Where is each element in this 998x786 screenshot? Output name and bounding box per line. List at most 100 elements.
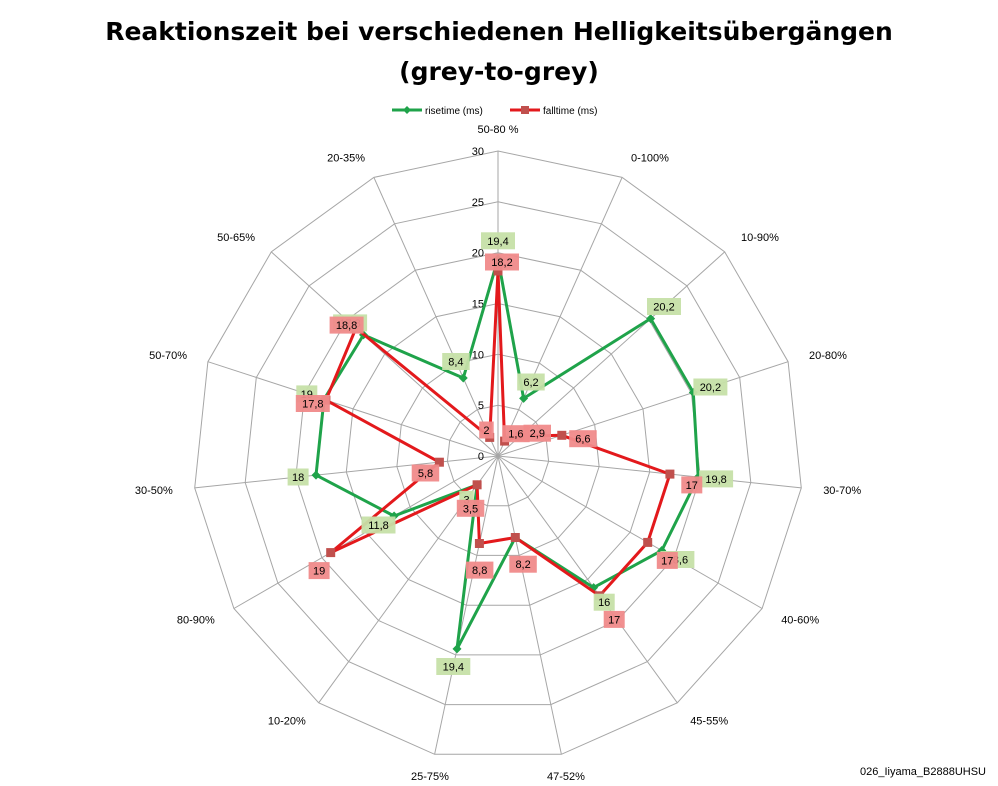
- data-label: 17: [656, 551, 678, 569]
- svg-text:8,4: 8,4: [448, 357, 463, 369]
- data-point: [472, 480, 482, 490]
- data-label: 2: [479, 421, 494, 439]
- data-point: [493, 266, 503, 276]
- category-label: 50-70%: [149, 350, 187, 362]
- data-label: 3,5: [456, 499, 485, 517]
- grid-spoke: [270, 251, 499, 457]
- data-label: 19,4: [436, 658, 471, 675]
- category-label: 10-90%: [741, 232, 779, 244]
- svg-text:18: 18: [292, 472, 304, 484]
- data-label: 6,6: [569, 430, 597, 448]
- data-label: 20,2: [693, 378, 728, 396]
- svg-text:6,6: 6,6: [575, 434, 590, 446]
- data-point: [452, 644, 462, 654]
- data-point: [643, 537, 653, 547]
- grid-ring: [345, 302, 651, 606]
- svg-text:18,8: 18,8: [336, 320, 357, 332]
- svg-text:8,2: 8,2: [515, 559, 530, 571]
- data-label: 19,8: [699, 470, 734, 488]
- svg-text:2,9: 2,9: [530, 428, 545, 440]
- data-point: [665, 469, 675, 479]
- data-point: [458, 373, 468, 383]
- data-label: 6,2: [517, 373, 545, 391]
- data-label: 8,2: [509, 555, 537, 573]
- data-label: 20,2: [647, 298, 681, 315]
- svg-text:16: 16: [598, 597, 610, 609]
- data-point: [557, 430, 567, 440]
- data-point: [646, 314, 656, 324]
- svg-text:18,2: 18,2: [491, 257, 512, 269]
- svg-text:17: 17: [608, 614, 620, 626]
- data-point: [311, 470, 321, 480]
- legend: risetime (ms) falltime (ms): [392, 106, 597, 117]
- category-labels: 50-80 % 0-100% 10-90% 20-80% 30-70% 40-60% 45-…: [135, 124, 861, 783]
- data-point: [510, 533, 520, 542]
- svg-text:8,8: 8,8: [472, 565, 487, 577]
- category-label: 40-60%: [781, 615, 819, 627]
- series-lines: [311, 254, 703, 654]
- footnote: 026_Iiyama_B2888UHSU: [860, 766, 986, 778]
- grid-spoke: [497, 455, 763, 609]
- data-label: 19: [308, 562, 330, 580]
- svg-text:20,2: 20,2: [653, 302, 674, 314]
- grid-spoke: [434, 455, 499, 755]
- svg-text:17: 17: [661, 555, 673, 567]
- legend-label-falltime: falltime (ms): [543, 106, 597, 117]
- data-labels: 19,46,220,220,219,818,61619,4311,8181917…: [287, 232, 734, 675]
- axis-tick-label: 0: [478, 451, 484, 463]
- axis-tick-label: 15: [472, 299, 484, 311]
- series-line: [314, 257, 700, 651]
- data-label: 18: [287, 468, 309, 486]
- category-label: 20-80%: [809, 350, 847, 362]
- category-label: 0-100%: [631, 152, 669, 164]
- grid-spoke: [194, 455, 499, 489]
- data-label: 8,8: [465, 561, 494, 579]
- grid-spoke: [497, 455, 678, 704]
- grid-spoke: [497, 455, 802, 489]
- category-label: 50-80 %: [478, 124, 519, 136]
- legend-label-risetime: risetime (ms): [425, 106, 483, 117]
- data-point: [434, 457, 444, 467]
- svg-text:19,4: 19,4: [487, 236, 508, 248]
- category-label: 30-70%: [823, 485, 861, 497]
- svg-text:3,5: 3,5: [463, 503, 478, 515]
- grid-spoke: [497, 251, 726, 457]
- svg-text:20,2: 20,2: [700, 382, 721, 394]
- data-label: 1,6: [502, 425, 530, 443]
- grid-ring: [194, 150, 802, 755]
- svg-text:5,8: 5,8: [418, 468, 433, 480]
- grid-spoke: [497, 455, 562, 755]
- axis-tick-label: 30: [472, 146, 484, 158]
- svg-text:19,8: 19,8: [705, 474, 726, 486]
- svg-text:6,2: 6,2: [523, 377, 538, 389]
- chart-title-line-2: (grey-to-grey): [399, 57, 599, 86]
- grid-spoke: [207, 361, 499, 457]
- svg-text:17: 17: [686, 480, 698, 492]
- grid-ring: [295, 252, 701, 656]
- data-label: 18,2: [485, 253, 519, 271]
- data-label: 2,9: [523, 424, 551, 442]
- category-label: 30-50%: [135, 485, 173, 497]
- data-label: 17: [603, 610, 625, 628]
- grid-spoke: [497, 177, 623, 457]
- data-label: 5,8: [411, 464, 440, 482]
- svg-text:1,6: 1,6: [508, 429, 523, 441]
- legend-item-falltime: falltime (ms): [510, 106, 597, 117]
- data-point: [474, 539, 484, 548]
- series-risetime: [311, 254, 703, 654]
- category-label: 50-65%: [217, 232, 255, 244]
- grid-spoke: [373, 177, 499, 457]
- data-label: 16: [593, 593, 615, 611]
- svg-text:11,8: 11,8: [368, 520, 389, 532]
- axis-tick-label: 25: [472, 197, 484, 209]
- category-label: 25-75%: [411, 771, 449, 783]
- data-point: [519, 393, 529, 403]
- category-label: 47-52%: [547, 771, 585, 783]
- category-label: 45-55%: [690, 716, 728, 728]
- svg-text:2: 2: [483, 425, 489, 437]
- chart-title-line-1: Reaktionszeit bei verschiedenen Helligke…: [105, 17, 893, 46]
- legend-item-risetime: risetime (ms): [392, 106, 483, 117]
- category-label: 80-90%: [177, 615, 215, 627]
- radial-axis-ticks: 0 5 10 15 20 25 30: [472, 146, 484, 463]
